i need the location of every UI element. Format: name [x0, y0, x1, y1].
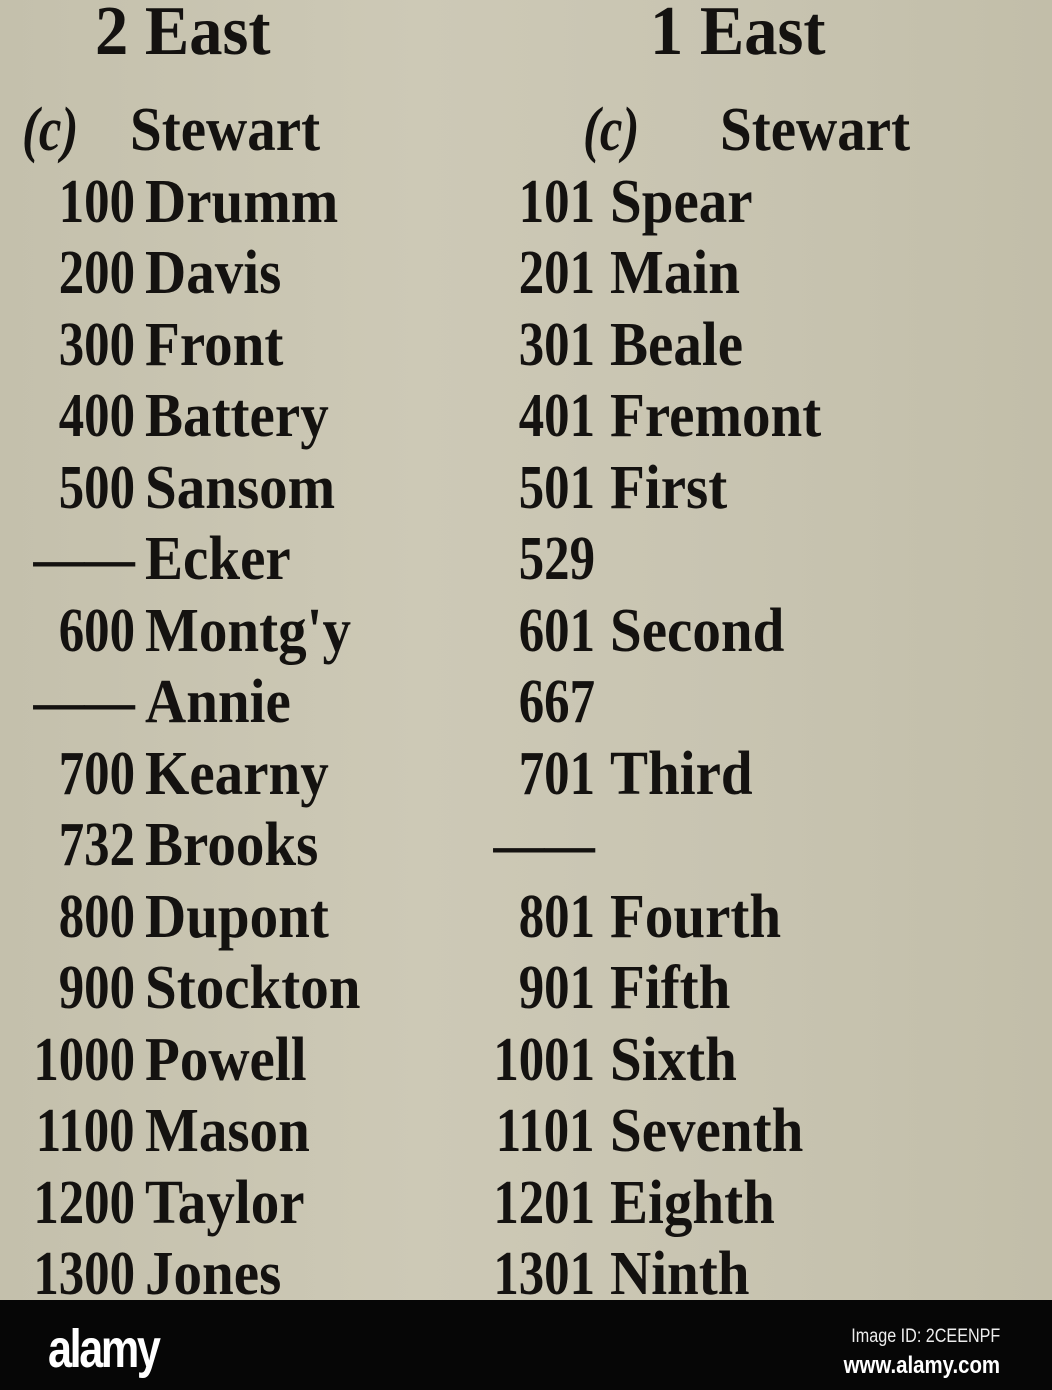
left-number: 400: [58, 382, 135, 450]
right-number: 667: [518, 668, 595, 736]
table-row: 700 Kearny 701 Third: [0, 739, 1052, 809]
alamy-logo: alamy: [48, 1319, 161, 1379]
left-street: Powell: [145, 1025, 307, 1094]
left-street: Mason: [145, 1097, 310, 1165]
table-row: (c) Stewart (c) Stewart: [0, 95, 1052, 165]
scanned-page: 2 East 1 East (c) Stewart (c) Stewart 100 Dru…: [0, 0, 1052, 1308]
left-street: Stewart: [130, 96, 321, 164]
table-row: 1100 Mason 1101 Seventh: [0, 1096, 1052, 1166]
left-street: Annie: [145, 668, 291, 736]
left-number: 1100: [36, 1097, 135, 1165]
right-street: Main: [610, 239, 740, 307]
right-number: 101: [518, 167, 595, 236]
right-number: 801: [518, 882, 595, 951]
table-row: —— Ecker 529: [0, 524, 1052, 594]
right-street: Second: [610, 596, 785, 665]
left-street: Dupont: [145, 882, 329, 951]
right-number: 301: [518, 310, 595, 379]
left-number: ——: [33, 668, 135, 736]
left-number: 1000: [33, 1025, 135, 1094]
right-street: Spear: [610, 167, 753, 236]
left-street: Front: [145, 310, 284, 379]
left-number: 700: [58, 739, 135, 808]
table-row: 300 Front 301 Beale: [0, 310, 1052, 380]
left-number: (c): [22, 96, 79, 164]
right-street: Eighth: [610, 1168, 775, 1237]
right-number: 1101: [496, 1097, 595, 1165]
right-street: Seventh: [610, 1097, 804, 1165]
right-street: Stewart: [720, 96, 911, 164]
header-left: 2 East: [95, 0, 271, 70]
left-number: 100: [58, 167, 135, 236]
left-street: Kearny: [145, 739, 329, 808]
right-street: Ninth: [610, 1240, 750, 1308]
right-street: Sixth: [610, 1025, 737, 1094]
left-number: 800: [58, 882, 135, 951]
right-street: Fourth: [610, 882, 782, 951]
left-number: 1300: [33, 1240, 135, 1308]
table-row: 400 Battery 401 Fremont: [0, 381, 1052, 451]
left-number: 900: [58, 954, 135, 1022]
table-row: 500 Sansom 501 First: [0, 453, 1052, 523]
table-row: 1000 Powell 1001 Sixth: [0, 1025, 1052, 1095]
table-row: 100 Drumm 101 Spear: [0, 167, 1052, 237]
left-number: 600: [58, 596, 135, 665]
right-number: 401: [518, 382, 595, 450]
left-number: 300: [58, 310, 135, 379]
right-street: Beale: [610, 310, 744, 379]
right-number: 901: [518, 954, 595, 1022]
left-street: Jones: [145, 1240, 282, 1308]
left-street: Ecker: [145, 525, 291, 593]
right-number: (c): [583, 96, 640, 164]
table-row: 1300 Jones 1301 Ninth: [0, 1239, 1052, 1309]
left-street: Davis: [145, 239, 282, 307]
right-street: Third: [610, 739, 753, 808]
watermark-band: alamy Image ID: 2CEENPF www.alamy.com: [0, 1300, 1052, 1390]
right-street: Fifth: [610, 954, 731, 1022]
right-number: 501: [518, 453, 595, 522]
image-id: Image ID: 2CEENPF: [851, 1326, 1000, 1347]
right-street: First: [610, 453, 728, 522]
left-street: Taylor: [145, 1168, 305, 1237]
left-street: Stockton: [145, 954, 361, 1022]
table-row: 1200 Taylor 1201 Eighth: [0, 1168, 1052, 1238]
left-number: 200: [58, 239, 135, 307]
left-street: Drumm: [145, 167, 339, 236]
right-number: 529: [518, 525, 595, 593]
table-row: 200 Davis 201 Main: [0, 238, 1052, 308]
right-number: 201: [518, 239, 595, 307]
header-right: 1 East: [650, 0, 826, 70]
left-street: Battery: [145, 382, 329, 450]
left-street: Brooks: [145, 811, 319, 879]
right-number: 701: [518, 739, 595, 808]
table-row: 600 Montg'y 601 Second: [0, 596, 1052, 666]
table-row: 900 Stockton 901 Fifth: [0, 953, 1052, 1023]
left-street: Montg'y: [145, 596, 351, 665]
left-street: Sansom: [145, 453, 336, 522]
right-number: 1201: [493, 1168, 595, 1237]
right-number: 601: [518, 596, 595, 665]
right-street: Fremont: [610, 382, 822, 450]
right-number: 1301: [493, 1240, 595, 1308]
site-url: www.alamy.com: [843, 1352, 1000, 1379]
left-number: 500: [58, 453, 135, 522]
left-number: ——: [33, 525, 135, 593]
right-number: 1001: [493, 1025, 595, 1094]
table-row: —— Annie 667: [0, 667, 1052, 737]
table-row: 732 Brooks ——: [0, 810, 1052, 880]
right-number: ——: [493, 811, 595, 879]
left-number: 1200: [33, 1168, 135, 1237]
table-row: 800 Dupont 801 Fourth: [0, 882, 1052, 952]
left-number: 732: [58, 811, 135, 879]
